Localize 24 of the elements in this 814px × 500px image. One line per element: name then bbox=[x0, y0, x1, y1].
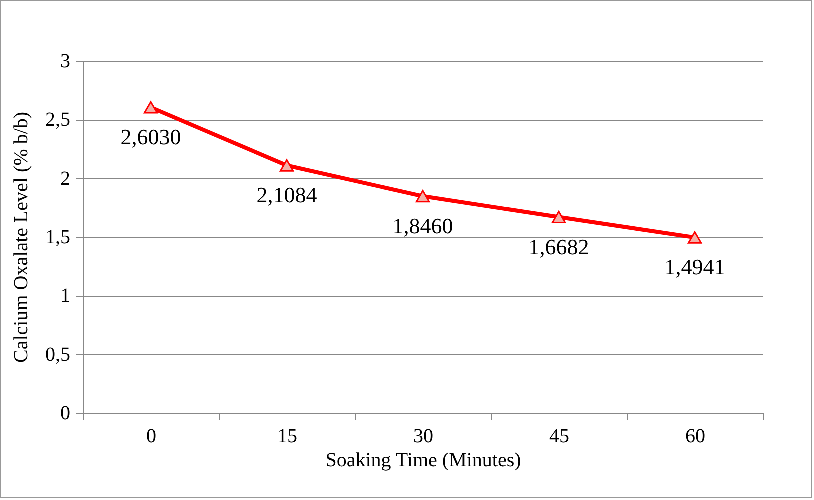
point bbox=[552, 211, 566, 224]
x-axis-title: Soaking Time (Minutes) bbox=[326, 450, 522, 472]
data-label: 1,6682 bbox=[528, 234, 590, 260]
x-tick-label: 60 bbox=[686, 426, 706, 448]
data-label: 2,1084 bbox=[256, 182, 318, 208]
point bbox=[688, 231, 702, 244]
y-tick-label: 0,5 bbox=[46, 344, 70, 366]
data-label: 1,4941 bbox=[664, 254, 726, 280]
y-tick-label: 3 bbox=[60, 50, 70, 72]
x-tick-label: 15 bbox=[278, 426, 298, 448]
y-tick-label: 2,5 bbox=[46, 109, 70, 132]
data-label: 2,6030 bbox=[120, 124, 182, 150]
y-tick-label: 1,5 bbox=[46, 226, 70, 248]
y-tick-label: 0 bbox=[60, 402, 70, 424]
data-label: 1,8460 bbox=[392, 213, 454, 238]
y-tick-label: 1 bbox=[60, 285, 70, 308]
x-tick-label: 30 bbox=[414, 426, 434, 448]
point bbox=[144, 101, 158, 114]
x-tick-label: 45 bbox=[550, 426, 570, 448]
y-tick-label: 2 bbox=[60, 168, 70, 190]
x-tick-label: 0 bbox=[146, 426, 156, 448]
y-axis-title: Calcium Oxalate Level (% b/b) bbox=[10, 112, 32, 364]
point bbox=[416, 190, 430, 203]
point bbox=[280, 159, 294, 172]
